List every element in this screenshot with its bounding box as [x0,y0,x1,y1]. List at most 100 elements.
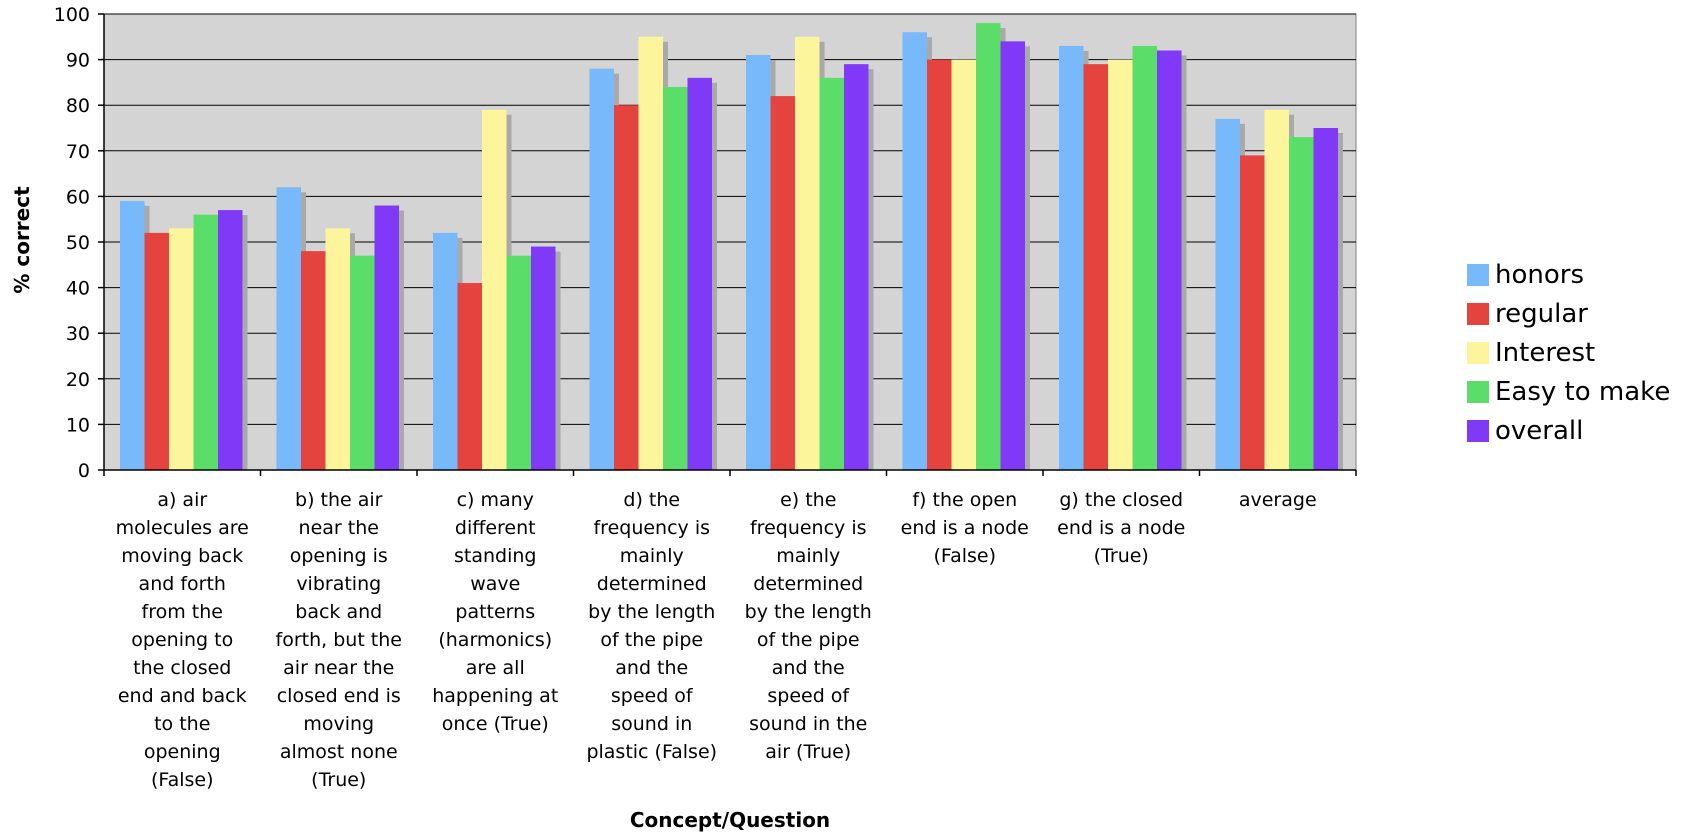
legend-swatch [1467,419,1489,442]
x-tick-label-line: sound in the [749,713,868,735]
bar-regular [301,251,326,470]
legend-swatch [1467,380,1489,403]
x-tick-label-line: by the length [744,601,872,623]
x-tick-label-line: almost none [279,741,398,763]
x-tick-label-line: g) the closed [1059,489,1184,511]
x-tick-label-line: once (True) [441,713,549,735]
y-axis-title: % correct [10,186,34,294]
x-tick-label-line: determined [596,573,707,595]
x-tick-label-line: (True) [311,769,367,791]
x-tick-label-line: molecules are [115,517,249,539]
legend-swatch [1467,263,1489,286]
bar-interest [638,36,663,471]
x-tick-label-line: sound in [611,713,693,735]
legend-label: Interest [1495,337,1596,368]
bar-easy-to-make [976,23,1001,471]
x-tick-label: e) the frequency is mainly determined by the… [733,486,883,766]
bar-honors [276,187,301,470]
x-tick-label-line: and the [615,657,689,679]
x-tick-label-line: vibrating [296,573,382,595]
x-tick-label: c) many different standing wave patterns (har… [420,486,570,738]
x-tick-label-line: to the [154,713,211,735]
bar-interest [169,228,194,470]
bar-easy-to-make [1132,45,1157,471]
x-tick-label-line: plastic (False) [586,741,718,763]
bar-honors [746,55,771,470]
bar-easy-to-make [1289,137,1314,470]
x-tick-label-line: (False) [150,769,214,791]
bar-overall [844,64,869,470]
legend-item: Easy to make [1467,372,1670,411]
axes [103,14,1357,476]
x-tick-label-line: happening at [432,685,559,707]
x-tick-label-line: f) the open [912,489,1018,511]
bar-honors [1215,118,1240,470]
x-tick-label-line: moving back [121,545,244,567]
legend-swatch [1467,341,1489,364]
bar-overall [1313,128,1338,470]
x-tick-label-line: and forth [138,573,226,595]
x-tick-label-line: standing [454,545,537,567]
x-tick-label-line: (harmonics) [438,629,553,651]
bar-overall [374,205,399,470]
x-tick-label-line: forth, but the [275,629,402,651]
x-tick-label-line: moving [303,713,375,735]
x-tick-label: d) the frequency is mainly determined by the… [577,486,727,766]
bar-overall [1000,41,1025,471]
bar-regular [770,96,795,470]
legend-label: regular [1495,298,1588,329]
bar-regular [927,59,952,470]
x-tick-label: a) air molecules are moving back and forth f… [107,486,257,794]
y-tick-label: 30 [66,323,90,345]
bar-easy-to-make [193,214,218,470]
bar-interest [325,228,350,470]
legend: honors regular Interest Easy to make overall [1467,255,1670,450]
bar-honors [1059,45,1084,471]
y-tick-label: 50 [66,232,90,254]
bar-honors [120,200,145,470]
bar-interest [795,36,820,471]
y-tick-label: 20 [66,369,90,391]
legend-swatch [1467,302,1489,325]
x-tick-label-line: mainly [776,545,841,567]
y-tick-label: 40 [66,278,90,300]
legend-item: Interest [1467,333,1670,372]
x-tick-label-line: patterns [455,601,536,623]
y-tick-label: 90 [66,50,90,72]
legend-item: overall [1467,411,1670,450]
x-axis-title: Concept/Question [629,808,831,832]
x-tick-label-line: end is a node [1057,517,1186,539]
x-tick-label-line: of the pipe [600,629,704,651]
bar-honors [433,232,458,470]
y-axis-ticks: 0 10 20 30 40 50 60 70 80 90 100 [54,4,104,482]
x-tick-label-line: and the [771,657,845,679]
y-tick-label: 0 [78,460,90,482]
bar-interest [1108,59,1133,470]
y-tick-label: 100 [54,4,90,26]
x-tick-label-line: from the [141,601,223,623]
x-tick-label-line: opening is [289,545,388,567]
x-tick-label-line: air near the [283,657,395,679]
x-tick-label-line: opening to [131,629,234,651]
bar-regular [1083,64,1108,470]
x-tick-label-line: determined [753,573,864,595]
x-tick-label-line: a) air [157,489,208,511]
bar-regular [614,105,639,470]
bar-regular [1240,155,1265,471]
legend-label: overall [1495,415,1584,446]
x-tick-label: g) the closed end is a node (True) [1046,486,1196,570]
bar-easy-to-make [819,77,844,470]
legend-item: honors [1467,255,1670,294]
bar-overall [531,246,556,470]
bar-honors [589,68,614,470]
x-tick-label-line: opening [143,741,221,763]
x-tick-label-line: speed of [610,685,693,707]
bar-honors [902,32,927,471]
y-tick-label: 10 [66,414,90,436]
x-tick-label-line: mainly [619,545,684,567]
legend-item: regular [1467,294,1670,333]
x-tick-label-line: are all [465,657,525,679]
x-tick-label-line: end and back [117,685,247,707]
bar-regular [144,232,169,470]
